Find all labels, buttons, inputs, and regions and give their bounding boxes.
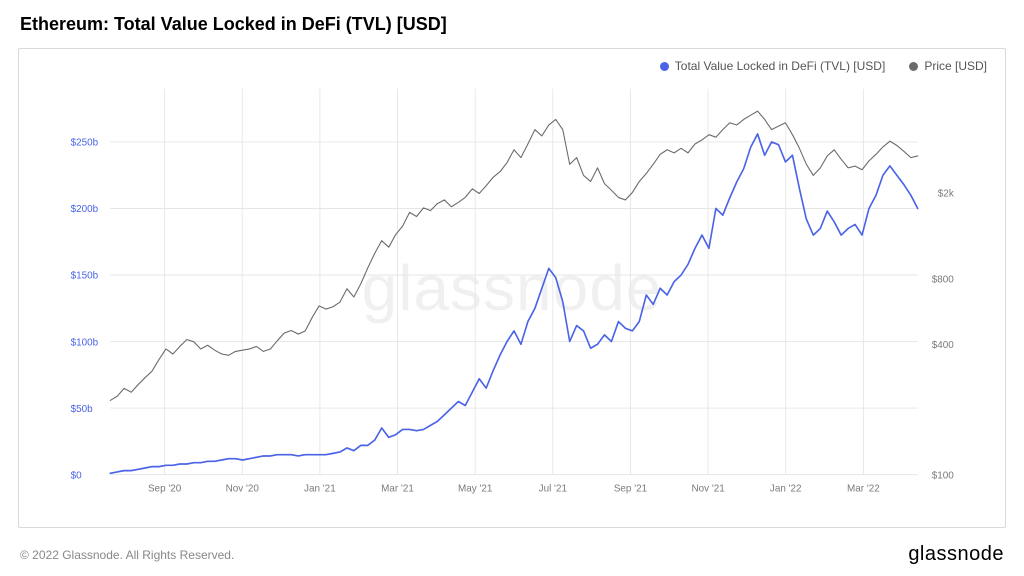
svg-text:$250b: $250b <box>71 138 99 149</box>
svg-text:Jan '22: Jan '22 <box>770 483 802 494</box>
svg-text:$2k: $2k <box>938 188 955 199</box>
legend-dot-icon <box>909 62 918 71</box>
svg-text:Sep '20: Sep '20 <box>148 483 182 494</box>
svg-text:May '21: May '21 <box>458 483 493 494</box>
svg-text:Jul '21: Jul '21 <box>539 483 568 494</box>
chart-container: Total Value Locked in DeFi (TVL) [USD] P… <box>18 48 1006 528</box>
svg-text:$150b: $150b <box>71 271 99 282</box>
svg-text:$100b: $100b <box>71 337 99 348</box>
svg-text:$0: $0 <box>71 470 82 481</box>
svg-text:Nov '20: Nov '20 <box>226 483 260 494</box>
copyright: © 2022 Glassnode. All Rights Reserved. <box>20 548 234 562</box>
brand-logo: glassnode <box>908 543 1004 566</box>
svg-text:Nov '21: Nov '21 <box>691 483 725 494</box>
svg-text:$400: $400 <box>932 340 954 351</box>
svg-text:Sep '21: Sep '21 <box>614 483 648 494</box>
svg-text:$200b: $200b <box>71 204 99 215</box>
svg-text:Mar '22: Mar '22 <box>847 483 880 494</box>
chart-title: Ethereum: Total Value Locked in DeFi (TV… <box>20 14 447 35</box>
plot-area: $0 $50b $100b $150b $200b $250b $100 $400 $800 $2… <box>67 85 961 497</box>
legend-label-tvl: Total Value Locked in DeFi (TVL) [USD] <box>675 59 886 73</box>
legend-dot-icon <box>660 62 669 71</box>
legend-item-price: Price [USD] <box>909 59 987 73</box>
legend: Total Value Locked in DeFi (TVL) [USD] P… <box>660 59 987 73</box>
svg-text:$100: $100 <box>932 470 954 481</box>
svg-text:$50b: $50b <box>71 404 93 415</box>
legend-item-tvl: Total Value Locked in DeFi (TVL) [USD] <box>660 59 886 73</box>
svg-text:$800: $800 <box>932 274 954 285</box>
svg-text:Mar '21: Mar '21 <box>381 483 414 494</box>
svg-text:Jan '21: Jan '21 <box>304 483 336 494</box>
chart-svg: $0 $50b $100b $150b $200b $250b $100 $400 $800 $2… <box>67 85 961 497</box>
legend-label-price: Price [USD] <box>924 59 987 73</box>
